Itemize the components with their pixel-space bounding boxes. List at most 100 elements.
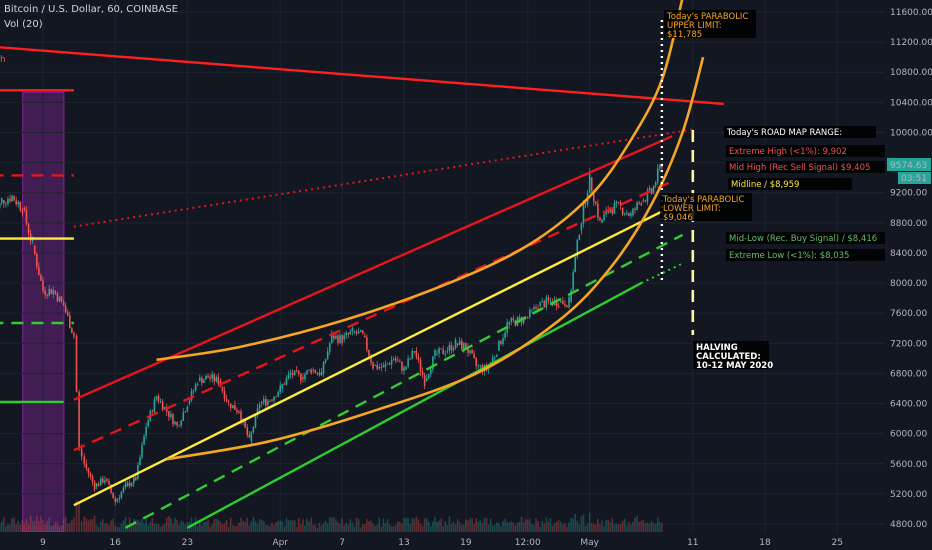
candle-body: [407, 358, 409, 367]
volume-bar: [450, 524, 453, 532]
volume-bar: [295, 527, 298, 532]
candle-body: [636, 202, 638, 210]
candle-body: [312, 369, 315, 371]
candle-body: [463, 343, 465, 349]
volume-bar: [380, 526, 383, 532]
candle-body: [623, 213, 626, 215]
volume-bar: [182, 521, 185, 532]
volume-bar: [147, 525, 150, 532]
candle-body: [285, 378, 288, 385]
candle-body: [537, 308, 539, 310]
candle-body: [36, 253, 38, 267]
volume-bar: [658, 521, 661, 532]
candle-body: [126, 482, 129, 487]
candle-body: [291, 373, 294, 376]
volume-bar: [219, 521, 222, 532]
candle-body: [184, 411, 187, 413]
candle-body: [25, 209, 28, 224]
volume-bar: [114, 525, 116, 532]
volume-bar: [17, 520, 20, 532]
volume-bar: [108, 525, 110, 532]
volume-bar: [386, 519, 389, 532]
candle-body: [576, 239, 579, 257]
candle-body: [479, 365, 482, 367]
candle-body: [592, 190, 595, 202]
candle-body: [130, 483, 133, 486]
volume-indicator-label: Vol (20): [4, 19, 43, 30]
candle-body: [625, 213, 628, 215]
candle-body: [454, 339, 457, 349]
candle-body: [240, 411, 242, 422]
volume-bar: [595, 524, 597, 532]
volume-bar: [541, 521, 544, 532]
volume-bar: [42, 519, 44, 532]
annotation-text: Today's PARABOLIC: [662, 195, 744, 205]
annotation-box: [726, 145, 886, 157]
volume-bar: [23, 522, 26, 532]
volume-bar: [314, 525, 317, 532]
volume-bar: [244, 522, 246, 532]
y-axis-bg: [885, 0, 932, 550]
candle-body: [221, 386, 224, 392]
candle-body: [54, 290, 57, 294]
upper-parabola: [156, 0, 684, 362]
volume-bar: [578, 524, 581, 532]
volume-bar: [306, 518, 308, 532]
volume-bar: [607, 520, 610, 532]
y-tick-label: 7200.00: [890, 339, 927, 349]
annotation-text: Today's ROAD MAP RANGE:: [726, 128, 842, 138]
volume-bar: [547, 521, 550, 532]
volume-bar: [642, 519, 645, 532]
volume-bar: [640, 520, 643, 532]
candle-body: [198, 377, 201, 381]
candle-body: [467, 347, 469, 354]
red-dotted-resistance: [73, 128, 693, 228]
candle-body: [452, 348, 455, 351]
candle-body: [417, 357, 420, 360]
volume-bar: [343, 525, 345, 532]
volume-bar: [390, 526, 393, 532]
candle-body: [318, 372, 321, 376]
candle-body: [31, 240, 34, 242]
candle-body: [69, 315, 71, 329]
candle-body: [425, 378, 428, 381]
volume-bar: [423, 518, 426, 532]
volume-bar: [15, 524, 17, 532]
candle-body: [370, 356, 372, 363]
volume-bar: [7, 523, 9, 532]
candle-body: [403, 367, 405, 371]
volume-bar: [442, 526, 444, 532]
volume-bar: [514, 525, 517, 532]
candle-body: [419, 359, 422, 372]
candle-body: [658, 165, 661, 169]
candle-body: [477, 365, 480, 367]
volume-bar: [452, 521, 455, 532]
volume-bar: [506, 522, 508, 532]
green-dotted-extension: [640, 262, 683, 285]
candle-body: [62, 301, 65, 306]
candle-body: [174, 421, 176, 425]
volume-bar: [562, 524, 564, 532]
volume-bar: [149, 522, 152, 532]
candle-body: [104, 480, 106, 483]
volume-bar: [359, 527, 362, 532]
volume-bar: [366, 518, 368, 532]
candle-body: [547, 297, 550, 301]
volume-bar: [322, 523, 325, 532]
candle-body: [44, 290, 46, 295]
candle-body: [444, 353, 447, 355]
volume-bar: [331, 517, 333, 532]
volume-bar: [555, 521, 558, 532]
candle-body: [155, 396, 158, 400]
candle-body: [572, 272, 574, 291]
volume-bar: [97, 527, 100, 532]
candle-body: [93, 481, 96, 490]
candle-body: [250, 432, 253, 442]
candle-body: [349, 331, 352, 335]
candle-body: [498, 341, 500, 351]
volume-bar: [93, 515, 96, 532]
volume-bar: [205, 521, 207, 532]
volume-bar: [559, 521, 562, 532]
candle-body: [153, 399, 156, 412]
